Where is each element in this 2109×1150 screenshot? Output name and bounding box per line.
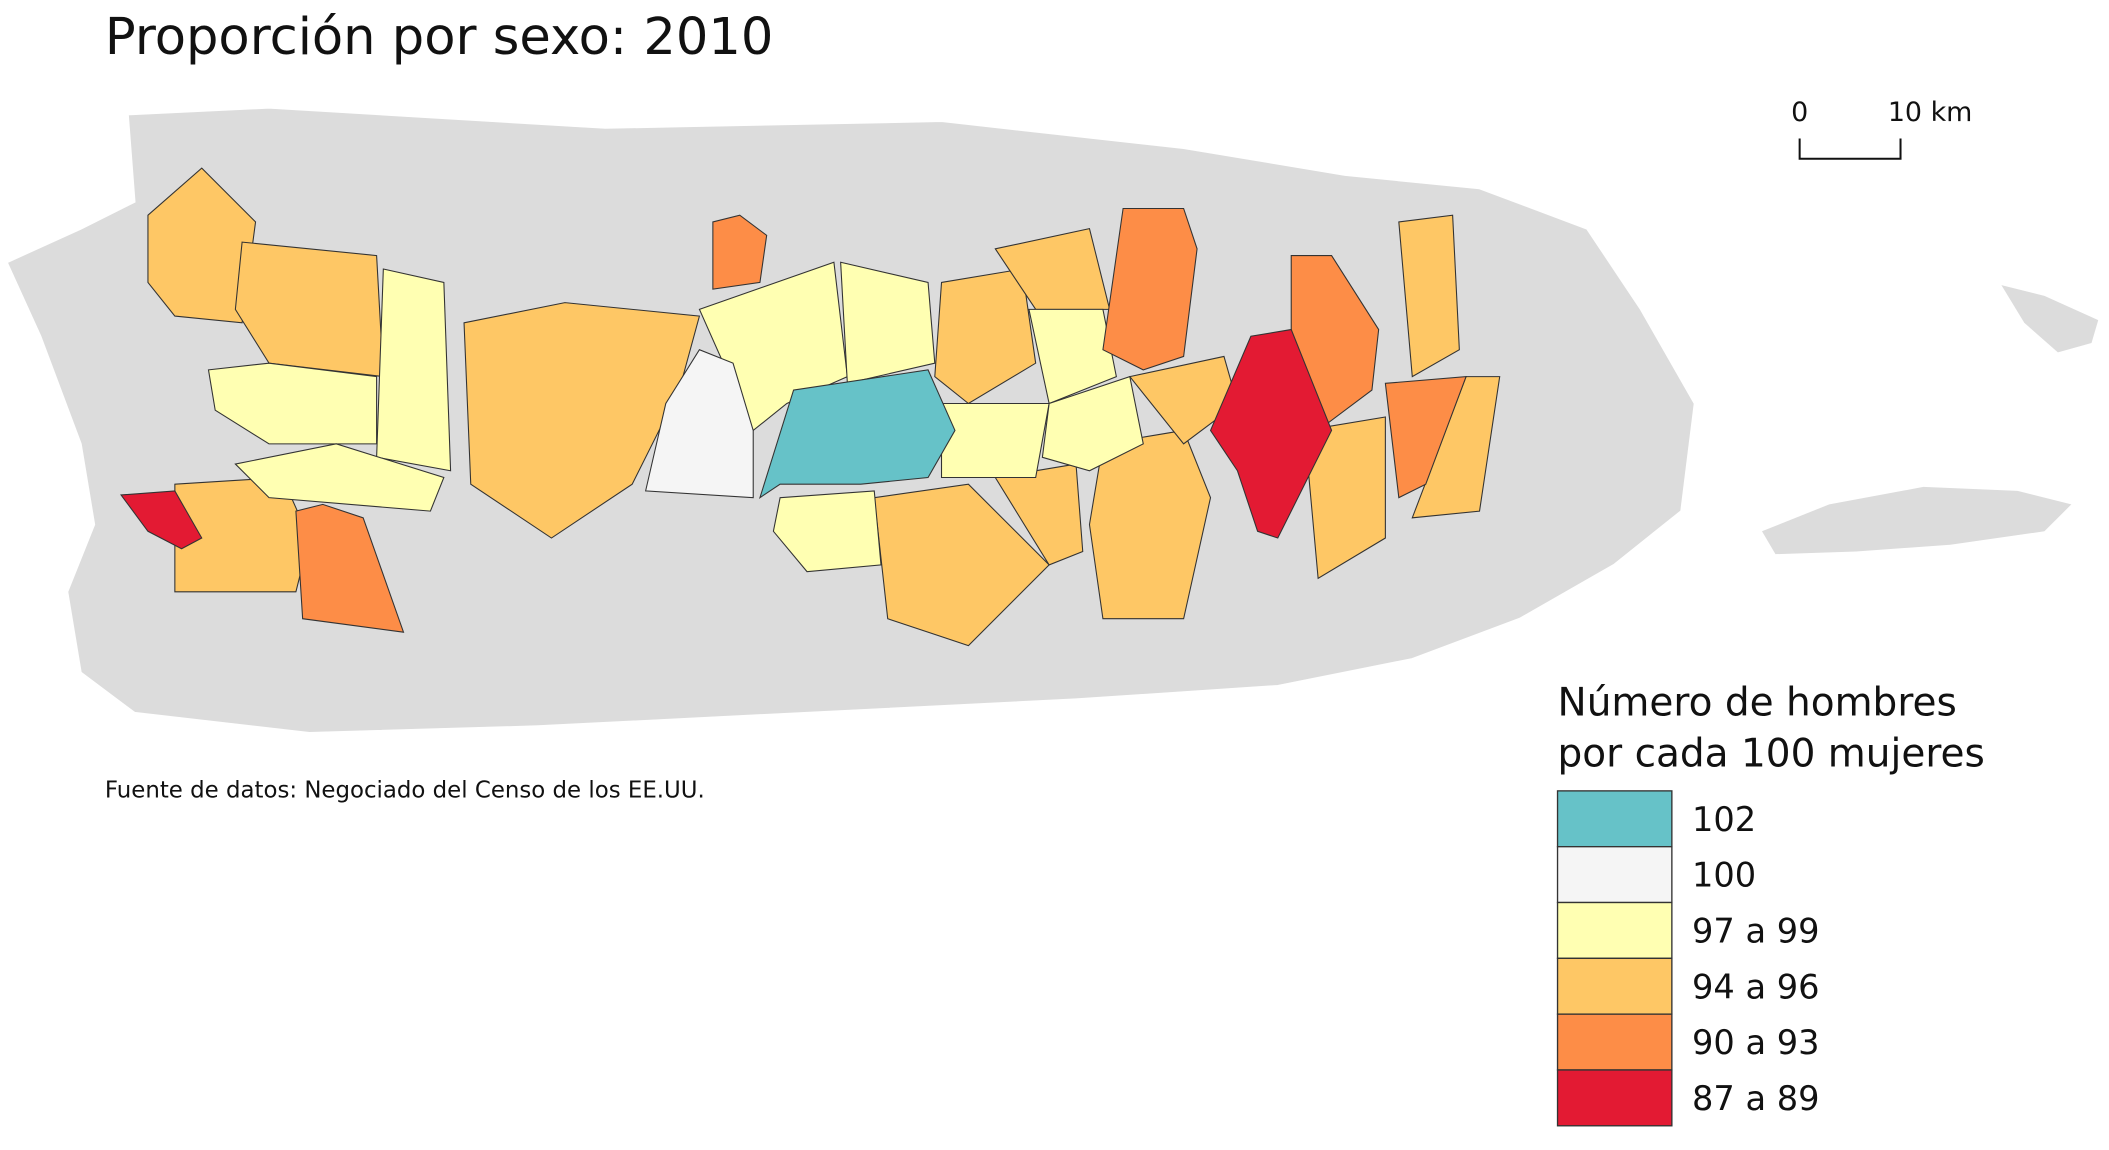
legend-label: 90 a 93 xyxy=(1692,1023,1819,1062)
source-note: Fuente de datos: Negociado del Censo de … xyxy=(105,778,705,804)
map-title: Proporción por sexo: 2010 xyxy=(105,8,774,67)
municipality xyxy=(1304,416,1386,580)
municipality xyxy=(295,503,405,633)
vieques xyxy=(1761,486,2072,555)
legend: 102 100 97 a 99 94 a 96 90 a 93 87 a 89 xyxy=(1556,790,1820,1127)
municipality xyxy=(772,490,882,573)
municipality xyxy=(463,302,701,539)
municipality xyxy=(1398,214,1460,378)
municipality xyxy=(940,402,1050,479)
municipality xyxy=(1041,375,1144,472)
legend-title: Número de hombres xyxy=(1558,681,1957,726)
municipality xyxy=(1209,328,1333,539)
scale-bar: 0 10 km xyxy=(1791,97,1973,160)
municipality xyxy=(1102,207,1198,371)
legend-label: 102 xyxy=(1692,800,1756,839)
legend-title: por cada 100 mujeres xyxy=(1558,732,1985,777)
municipality xyxy=(207,362,378,445)
municipality xyxy=(147,167,257,324)
legend-swatch xyxy=(1556,957,1673,1015)
scale-label: 0 xyxy=(1791,97,1808,128)
legend-swatch xyxy=(1556,901,1673,960)
municipality xyxy=(120,490,203,550)
scale-label: 10 km xyxy=(1888,97,1973,128)
municipality xyxy=(840,261,936,385)
scale-bar-line xyxy=(1798,138,1902,160)
municipality xyxy=(644,349,754,499)
municipality xyxy=(712,214,768,290)
legend-label: 100 xyxy=(1692,856,1756,895)
legend-swatch xyxy=(1556,846,1673,904)
municipality xyxy=(758,369,956,499)
legend-label: 94 a 96 xyxy=(1692,967,1819,1006)
municipality xyxy=(994,463,1084,566)
legend-label: 97 a 99 xyxy=(1692,912,1819,951)
municipality xyxy=(234,443,445,512)
municipalities xyxy=(120,167,1501,647)
legend-swatch xyxy=(1556,1069,1673,1127)
legend-swatch xyxy=(1556,790,1673,848)
municipality xyxy=(934,268,1037,405)
municipality xyxy=(376,268,452,472)
municipality xyxy=(1028,308,1117,405)
culebra xyxy=(2001,285,2099,353)
legend-swatch xyxy=(1556,1013,1673,1071)
municipality xyxy=(873,483,1050,647)
municipality xyxy=(1384,376,1467,499)
legend-label: 87 a 89 xyxy=(1692,1079,1819,1118)
